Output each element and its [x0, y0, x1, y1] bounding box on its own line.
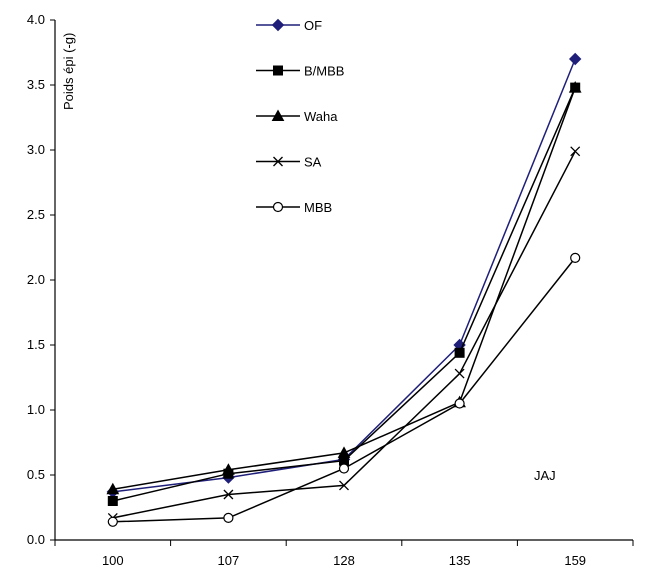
legend-label: Waha [304, 109, 338, 124]
marker-stroke [223, 489, 234, 500]
data-point-sa [339, 480, 349, 491]
data-point-mbb [107, 516, 118, 527]
data-point-mbb [338, 463, 350, 474]
data-point-mbb [223, 512, 234, 524]
series-b-mbb [107, 82, 581, 506]
marker-stroke [454, 368, 465, 379]
marker-stroke [339, 480, 349, 491]
series-sa [107, 146, 581, 523]
data-point-of [568, 52, 582, 66]
data-point-mbb [454, 398, 465, 409]
legend-marker [273, 156, 283, 167]
axes: 0.0 0.5 1.0 1.5 2.0 2.5 3.0 3.5 4.0 100 107 128 135 1… [27, 12, 634, 568]
y-tick-label: 2.0 [27, 272, 45, 287]
series-mbb [107, 252, 581, 527]
legend: OF B/MBB Waha SA MBB [256, 18, 344, 215]
data-point-waha [568, 81, 582, 93]
legend-marker [273, 65, 283, 76]
data-point-b-mbb [454, 347, 465, 358]
y-tick-label: 3.0 [27, 142, 45, 157]
series-waha [106, 81, 582, 495]
data-point-waha [106, 482, 120, 495]
y-tick-label: 1.0 [27, 402, 45, 417]
y-tick-label: 1.5 [27, 337, 45, 352]
marker-stroke [273, 156, 283, 167]
data-point-sa [570, 146, 581, 157]
legend-item-of: OF [256, 18, 322, 33]
y-axis-title: Poids épi (-g) [61, 33, 76, 110]
legend-item-b-mbb: B/MBB [256, 64, 344, 79]
y-tick-label: 3.5 [27, 77, 45, 92]
x-tick-label: 128 [333, 553, 355, 568]
annotation-label: JAJ [534, 468, 556, 483]
legend-label: B/MBB [304, 64, 344, 79]
legend-marker [271, 109, 285, 121]
series-layer [106, 52, 582, 527]
legend-label: OF [304, 18, 322, 33]
y-tick-label: 0.5 [27, 467, 45, 482]
data-point-sa [454, 368, 465, 379]
x-tick-label: 135 [449, 553, 471, 568]
legend-marker [272, 201, 284, 213]
y-tick-label: 2.5 [27, 207, 45, 222]
legend-label: MBB [304, 200, 332, 215]
series-line-waha [112, 87, 576, 491]
data-point-mbb [570, 252, 581, 263]
series-line-mbb [112, 257, 576, 523]
legend-item-mbb: MBB [256, 200, 332, 215]
data-point-waha [337, 446, 351, 458]
series-line-b-mbb [112, 87, 576, 502]
data-point-waha [222, 463, 235, 475]
x-tick-label: 159 [564, 553, 586, 568]
series-of [106, 52, 582, 499]
y-tick-label: 0.0 [27, 532, 45, 547]
data-point-sa [223, 489, 234, 500]
legend-marker [271, 18, 285, 32]
legend-item-waha: Waha [256, 109, 338, 124]
data-point-b-mbb [107, 496, 118, 506]
y-tick-label: 4.0 [27, 12, 45, 27]
legend-label: SA [304, 155, 322, 170]
x-tick-label: 100 [102, 553, 124, 568]
marker-stroke [570, 146, 581, 157]
legend-item-sa: SA [256, 155, 322, 170]
x-tick-label: 107 [218, 553, 240, 568]
